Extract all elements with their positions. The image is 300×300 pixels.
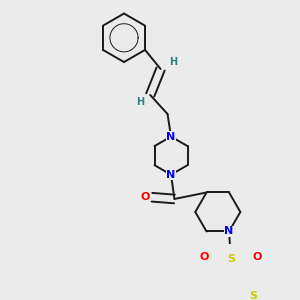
Text: O: O <box>253 253 262 262</box>
Text: H: H <box>169 57 177 67</box>
Text: S: S <box>249 291 257 300</box>
Text: H: H <box>136 97 144 107</box>
Text: N: N <box>167 132 176 142</box>
Text: O: O <box>140 192 150 202</box>
Text: N: N <box>167 170 176 180</box>
Text: N: N <box>224 226 234 236</box>
Text: O: O <box>199 253 208 262</box>
Text: S: S <box>227 254 235 264</box>
